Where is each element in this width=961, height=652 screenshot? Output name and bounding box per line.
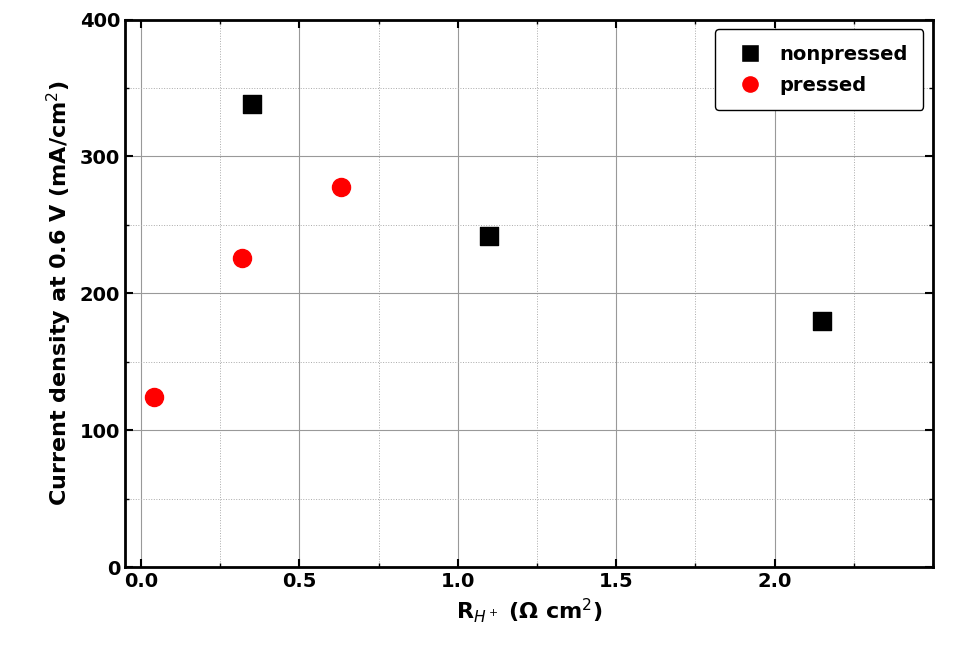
nonpressed — [481, 231, 497, 241]
Y-axis label: Current density at 0.6 V (mA/cm$^2$): Current density at 0.6 V (mA/cm$^2$) — [45, 81, 74, 506]
X-axis label: R$_{H^+}$ (Ω cm$^2$): R$_{H^+}$ (Ω cm$^2$) — [456, 597, 602, 625]
nonpressed — [244, 99, 259, 110]
nonpressed — [814, 316, 829, 326]
pressed — [333, 181, 348, 192]
Legend: nonpressed, pressed: nonpressed, pressed — [715, 29, 923, 110]
pressed — [146, 393, 161, 403]
pressed — [234, 252, 250, 263]
